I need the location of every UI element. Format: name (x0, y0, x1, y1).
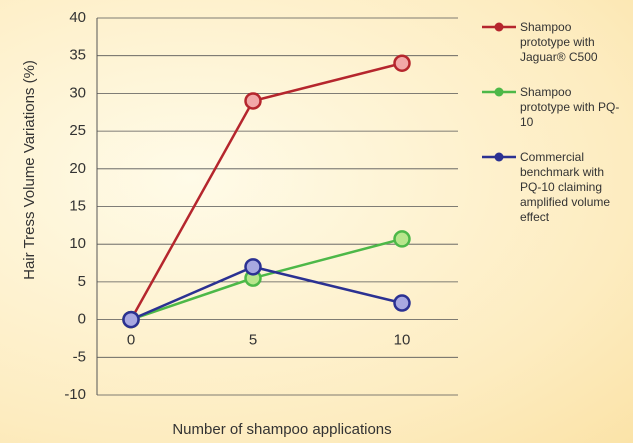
y-tick-label: 15 (69, 197, 86, 214)
y-axis-label: Hair Tress Volume Variations (%) (21, 60, 38, 280)
marker (395, 231, 410, 246)
legend-dot (495, 88, 504, 97)
x-tick-label: 10 (394, 332, 411, 349)
legend: Shampoo prototype with Jaguar® C500 Shamp… (482, 20, 622, 245)
y-tick-label: 25 (69, 122, 86, 139)
y-tick-label: 40 (69, 9, 86, 26)
marker (246, 259, 261, 274)
y-tick-label: -5 (73, 348, 86, 365)
legend-dot (495, 153, 504, 162)
legend-label: Shampoo prototype with Jaguar® C500 (520, 20, 620, 65)
y-tick-label: -10 (64, 386, 86, 403)
legend-item: Commercial benchmark with PQ-10 claiming… (482, 150, 622, 225)
marker (395, 296, 410, 311)
marker (246, 93, 261, 108)
y-tick-label: 30 (69, 84, 86, 101)
marker (395, 56, 410, 71)
x-tick-label: 5 (249, 332, 257, 349)
x-axis-label: Number of shampoo applications (172, 421, 391, 438)
legend-label: Shampoo prototype with PQ-10 (520, 85, 620, 130)
marker (124, 312, 139, 327)
y-tick-label: 35 (69, 47, 86, 64)
legend-dot (495, 23, 504, 32)
legend-item: Shampoo prototype with Jaguar® C500 (482, 20, 622, 65)
y-tick-label: 10 (69, 235, 86, 252)
x-tick-label: 0 (127, 332, 135, 349)
legend-swatch (482, 150, 516, 164)
series-line (131, 63, 402, 319)
chart: Hair Tress Volume Variations (%) Number … (0, 0, 633, 443)
legend-swatch (482, 20, 516, 34)
legend-swatch (482, 85, 516, 99)
legend-item: Shampoo prototype with PQ-10 (482, 85, 622, 130)
legend-label: Commercial benchmark with PQ-10 claiming… (520, 150, 620, 225)
y-tick-label: 20 (69, 160, 86, 177)
y-tick-label: 5 (78, 273, 86, 290)
y-tick-label: 0 (78, 311, 86, 328)
series-line (131, 239, 402, 320)
